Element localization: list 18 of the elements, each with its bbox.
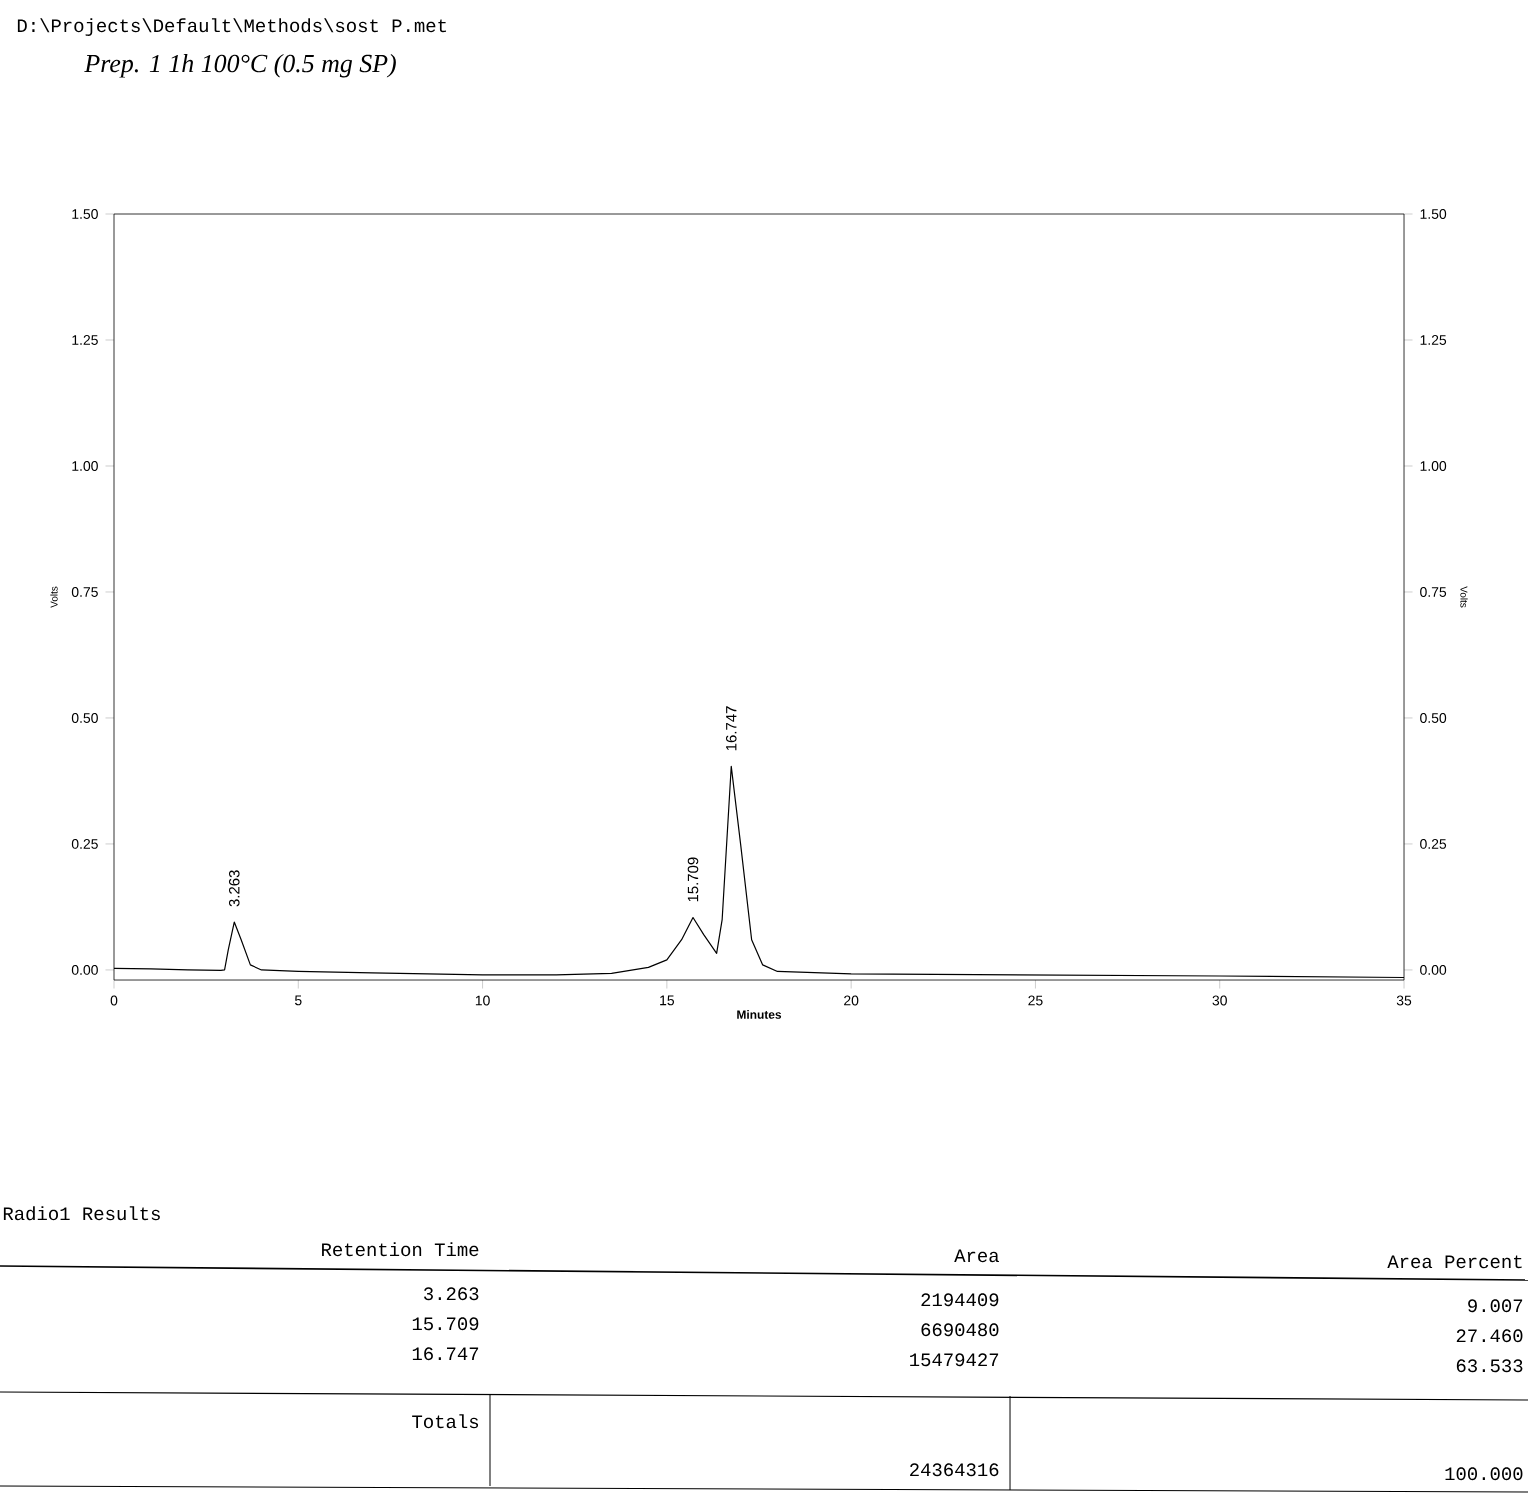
text: Totals [412, 1414, 479, 1429]
text: 24364316 [910, 1463, 999, 1477]
text: 3.263 [424, 1287, 479, 1301]
text: 63.533 [1456, 1359, 1523, 1373]
chart-title: D:\Projects\Default\Methods\sost P.met [17, 18, 447, 36]
text: Radio1 Results [3, 1206, 160, 1221]
text: 15479427 [910, 1353, 999, 1367]
text: 2194409 [921, 1293, 999, 1307]
text: 15.709 [412, 1317, 479, 1331]
text: 27.460 [1456, 1329, 1523, 1343]
text: 100.000 [1445, 1467, 1523, 1481]
text: Area [954, 1249, 999, 1263]
text: Area Percent [1387, 1255, 1522, 1269]
chart-subtitle: Prep. 1 1h 100°C (0.5 mg SP) [84, 54, 396, 78]
text: 16.747 [412, 1347, 479, 1361]
text: 9.007 [1468, 1299, 1523, 1313]
text: Retention Time [322, 1242, 479, 1257]
text: 6690480 [921, 1323, 999, 1337]
